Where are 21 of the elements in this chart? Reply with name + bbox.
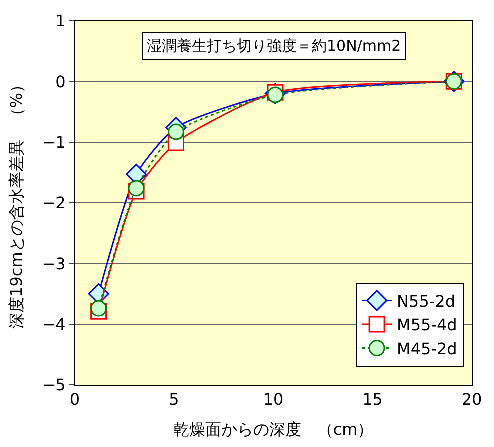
y-tick-label: 1 <box>56 12 66 31</box>
x-tick-label: 20 <box>462 390 482 410</box>
y-tick-label: 0 <box>56 72 66 92</box>
y-tick-label: −3 <box>42 254 66 274</box>
point <box>90 300 108 317</box>
y-tick-label: −2 <box>42 194 66 213</box>
x-axis-title: 乾燥面からの深度 （cm） <box>173 420 374 439</box>
legend-label: N55-2d <box>397 292 456 311</box>
x-tick-label: 15 <box>362 390 383 410</box>
y-tick-label: −1 <box>42 132 66 152</box>
legend-label: M45-2d <box>397 340 458 359</box>
x-tick-label: 5 <box>169 390 180 410</box>
y-tick-label: −4 <box>42 314 66 334</box>
x-tick-label: 0 <box>70 390 80 410</box>
y-tick-label: −5 <box>42 376 66 395</box>
x-tick-label: 10 <box>263 390 284 410</box>
point <box>168 124 184 140</box>
y-axis-title: 深度19cmとの含水率差異 （%） <box>7 77 26 329</box>
annotation: 湿潤養生打ち切り強度＝約10N/mm2 <box>147 37 402 55</box>
point <box>128 180 145 197</box>
legend-label: M55-4d <box>397 316 458 335</box>
